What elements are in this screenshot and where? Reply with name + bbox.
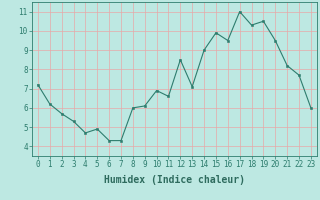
- X-axis label: Humidex (Indice chaleur): Humidex (Indice chaleur): [104, 175, 245, 185]
